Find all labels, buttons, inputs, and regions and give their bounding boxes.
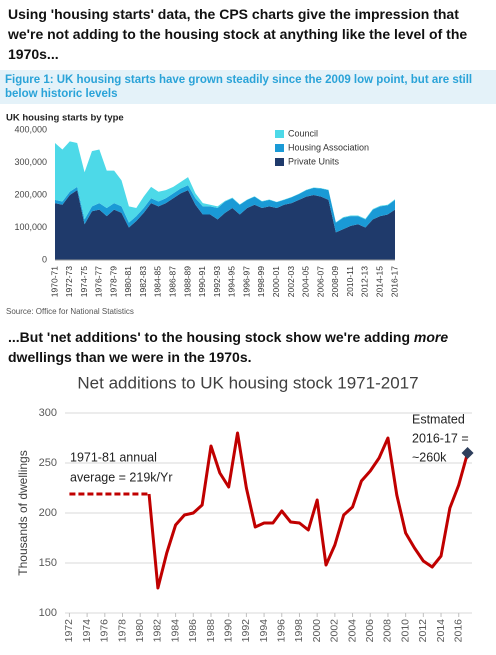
annotation: 2016-17 = bbox=[412, 431, 469, 445]
x-tick-label: 2006-07 bbox=[315, 266, 325, 297]
x-tick-label: 1990 bbox=[222, 619, 234, 643]
x-tick-label: 1974-75 bbox=[79, 266, 89, 297]
chart: Net additions to UK housing stock 1971-2… bbox=[16, 373, 474, 643]
x-tick-label: 1978-79 bbox=[108, 266, 118, 297]
x-tick-label: 2002-03 bbox=[286, 266, 296, 297]
x-tick-label: 1992 bbox=[240, 619, 252, 643]
chart: UK housing starts by type 0 100,000 200,000… bbox=[6, 113, 399, 298]
x-tick-label: 2004 bbox=[346, 619, 358, 643]
annotation: 1971-81 annual bbox=[70, 450, 157, 464]
x-tick-label: 2016 bbox=[453, 619, 465, 643]
chart-title: UK housing starts by type bbox=[6, 113, 124, 124]
area bbox=[55, 190, 395, 260]
y-tick-label: 100,000 bbox=[14, 222, 47, 232]
chart-title: Net additions to UK housing stock 1971-2… bbox=[77, 373, 418, 392]
x-tick-label: 1982-83 bbox=[138, 266, 148, 297]
y-tick-label: 400,000 bbox=[14, 124, 47, 134]
y-tick-label: 300 bbox=[39, 407, 57, 419]
followup-text: ...But 'net additions' to the housing st… bbox=[8, 327, 486, 367]
x-tick-label: 1988 bbox=[205, 619, 217, 643]
x-tick-label: 2000-01 bbox=[271, 266, 281, 297]
x-tick-label: 2010 bbox=[399, 619, 411, 643]
x-tick-label: 2012-13 bbox=[360, 266, 370, 297]
x-tick-label: 1998-99 bbox=[256, 266, 266, 297]
y-tick-label: 200,000 bbox=[14, 189, 47, 199]
x-tick-label: 1984 bbox=[169, 619, 181, 643]
x-tick-label: 1980-81 bbox=[123, 266, 133, 297]
area bbox=[55, 185, 395, 233]
x-tick-label: 2016-17 bbox=[389, 266, 399, 297]
x-tick-label: 1998 bbox=[293, 619, 305, 643]
x-tick-label: 2004-05 bbox=[301, 266, 311, 297]
highlight-point bbox=[461, 447, 474, 459]
intro-text: Using 'housing starts' data, the CPS cha… bbox=[8, 6, 468, 62]
x-tick-label: 1986-87 bbox=[168, 266, 178, 297]
x-tick-label: 1974 bbox=[81, 619, 93, 643]
x-tick-label: 1980 bbox=[134, 619, 146, 643]
y-tick-label: 0 bbox=[42, 254, 47, 264]
x-tick-label: 1970-71 bbox=[49, 266, 59, 297]
x-tick-label: 2010-11 bbox=[345, 266, 355, 297]
text: dwellings than we were in the 1970s. bbox=[8, 349, 252, 365]
x-tick-label: 2008-09 bbox=[330, 266, 340, 297]
x-tick-label: 1976 bbox=[99, 619, 111, 643]
y-tick-label: 250 bbox=[39, 457, 57, 469]
x-tick-label: 2012 bbox=[417, 619, 429, 643]
annotation: ~260k bbox=[412, 450, 447, 464]
x-tick-label: 2002 bbox=[329, 619, 341, 643]
legend-label: Council bbox=[288, 128, 318, 138]
x-tick-label: 1988-89 bbox=[182, 266, 192, 297]
x-tick-label: 2014 bbox=[435, 619, 447, 643]
legend-label: Housing Association bbox=[288, 142, 369, 152]
x-tick-label: 2008 bbox=[382, 619, 394, 643]
source-note: Source: Office for National Statistics bbox=[6, 307, 134, 316]
legend-swatch bbox=[275, 130, 284, 138]
x-tick-label: 1990-91 bbox=[197, 266, 207, 297]
x-tick-label: 1986 bbox=[187, 619, 199, 643]
legend-swatch bbox=[275, 144, 284, 152]
x-tick-label: 1972 bbox=[63, 619, 75, 643]
x-tick-label: 1982 bbox=[152, 619, 164, 643]
y-tick-label: 100 bbox=[39, 607, 57, 619]
x-tick-label: 1994 bbox=[258, 619, 270, 643]
area bbox=[55, 141, 395, 223]
emphasis: more bbox=[413, 329, 449, 345]
x-tick-label: 1984-85 bbox=[153, 266, 163, 297]
y-tick-label: 200 bbox=[39, 507, 57, 519]
x-tick-label: 2000 bbox=[311, 619, 323, 643]
x-tick-label: 1978 bbox=[116, 619, 128, 643]
annotation: Estmated bbox=[412, 412, 465, 426]
y-tick-label: 300,000 bbox=[14, 157, 47, 167]
x-tick-label: 2014-15 bbox=[374, 266, 384, 297]
y-axis-label: Thousands of dwellings bbox=[16, 450, 30, 575]
x-tick-label: 1996 bbox=[276, 619, 288, 643]
figure-caption: Figure 1: UK housing starts have grown s… bbox=[0, 70, 496, 104]
annotation: average = 219k/Yr bbox=[70, 470, 173, 484]
legend-label: Private Units bbox=[288, 156, 340, 166]
x-tick-label: 1972-73 bbox=[64, 266, 74, 297]
line bbox=[147, 431, 470, 590]
x-tick-label: 2006 bbox=[364, 619, 376, 643]
x-tick-label: 1996-97 bbox=[241, 266, 251, 297]
legend-swatch bbox=[275, 158, 284, 166]
x-tick-label: 1992-93 bbox=[212, 266, 222, 297]
y-tick-label: 150 bbox=[39, 557, 57, 569]
text: ...But 'net additions' to the housing st… bbox=[8, 329, 414, 345]
x-tick-label: 1994-95 bbox=[227, 266, 237, 297]
x-tick-label: 1976-77 bbox=[94, 266, 104, 297]
